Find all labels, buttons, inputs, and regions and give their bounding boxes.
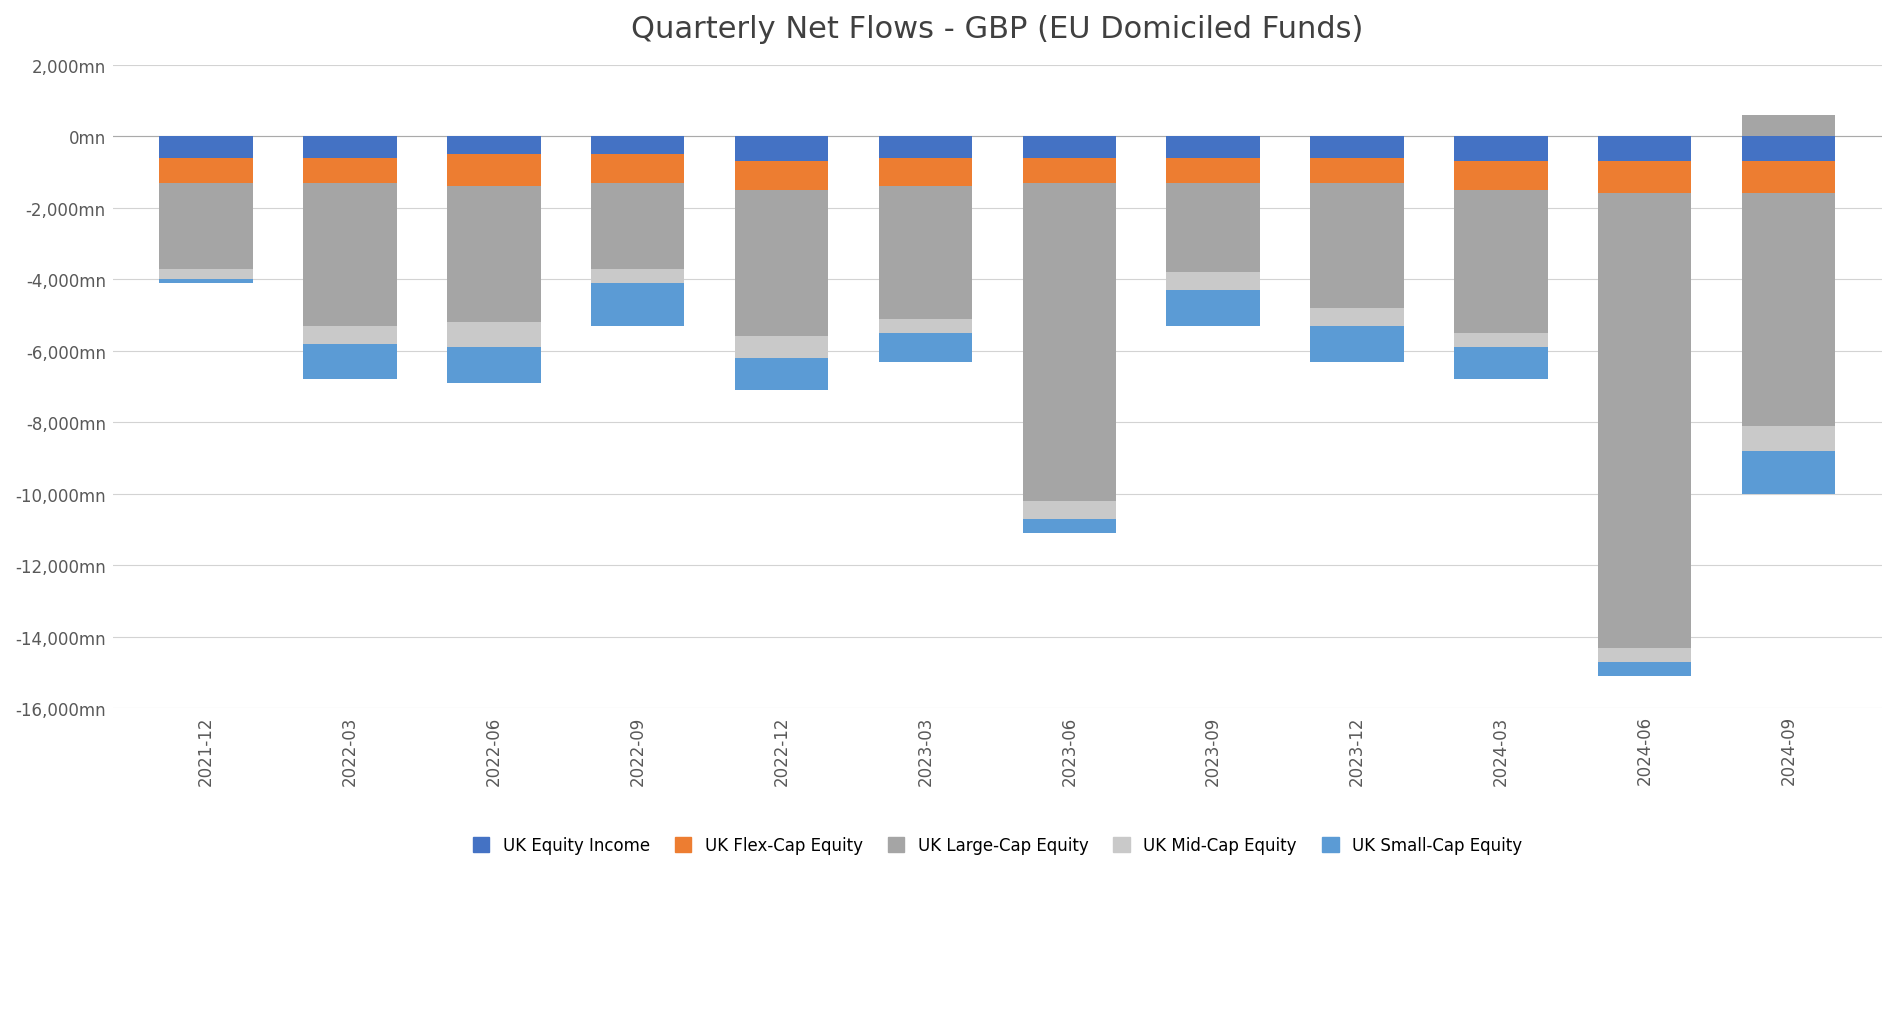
Bar bbox=[304, 159, 396, 184]
Bar bbox=[1022, 501, 1115, 520]
Bar bbox=[1167, 273, 1260, 291]
Bar bbox=[878, 137, 971, 159]
Bar bbox=[734, 191, 829, 337]
Bar bbox=[304, 184, 396, 327]
Bar bbox=[592, 184, 685, 269]
Bar bbox=[1741, 137, 1834, 162]
Bar bbox=[734, 162, 829, 191]
Bar bbox=[1455, 162, 1548, 191]
Bar bbox=[1741, 194, 1834, 427]
Bar bbox=[1741, 427, 1834, 452]
Bar bbox=[1022, 159, 1115, 184]
Bar bbox=[1597, 137, 1692, 162]
Bar bbox=[304, 327, 396, 345]
Bar bbox=[448, 348, 541, 383]
Title: Quarterly Net Flows - GBP (EU Domiciled Funds): Quarterly Net Flows - GBP (EU Domiciled … bbox=[632, 15, 1364, 43]
Bar bbox=[592, 269, 685, 284]
Bar bbox=[1597, 162, 1692, 194]
Bar bbox=[1311, 137, 1404, 159]
Bar bbox=[1022, 184, 1115, 501]
Bar bbox=[159, 269, 252, 280]
Bar bbox=[1597, 662, 1692, 676]
Bar bbox=[878, 319, 971, 334]
Bar bbox=[592, 137, 685, 155]
Bar bbox=[448, 137, 541, 155]
Bar bbox=[448, 155, 541, 187]
Bar bbox=[1741, 115, 1834, 137]
Bar bbox=[1597, 648, 1692, 662]
Bar bbox=[304, 137, 396, 159]
Bar bbox=[1167, 291, 1260, 327]
Bar bbox=[159, 184, 252, 269]
Bar bbox=[878, 334, 971, 362]
Bar bbox=[734, 137, 829, 162]
Bar bbox=[1597, 194, 1692, 648]
Bar bbox=[734, 359, 829, 390]
Bar bbox=[734, 337, 829, 359]
Bar bbox=[1455, 191, 1548, 334]
Bar bbox=[1741, 162, 1834, 194]
Bar bbox=[1455, 137, 1548, 162]
Bar bbox=[1311, 308, 1404, 327]
Bar bbox=[1022, 137, 1115, 159]
Bar bbox=[1311, 327, 1404, 362]
Bar bbox=[1455, 348, 1548, 380]
Bar bbox=[159, 280, 252, 284]
Bar bbox=[448, 323, 541, 348]
Bar bbox=[159, 137, 252, 159]
Bar bbox=[159, 159, 252, 184]
Bar bbox=[1167, 184, 1260, 273]
Bar bbox=[592, 155, 685, 184]
Bar bbox=[304, 345, 396, 380]
Bar bbox=[878, 187, 971, 319]
Bar bbox=[592, 284, 685, 327]
Bar bbox=[1311, 159, 1404, 184]
Bar bbox=[1167, 159, 1260, 184]
Bar bbox=[448, 187, 541, 323]
Bar bbox=[1167, 137, 1260, 159]
Bar bbox=[1022, 520, 1115, 534]
Bar bbox=[1741, 452, 1834, 494]
Bar bbox=[878, 159, 971, 187]
Bar bbox=[1455, 334, 1548, 348]
Bar bbox=[1311, 184, 1404, 308]
Legend: UK Equity Income, UK Flex-Cap Equity, UK Large-Cap Equity, UK Mid-Cap Equity, UK: UK Equity Income, UK Flex-Cap Equity, UK… bbox=[467, 830, 1529, 861]
